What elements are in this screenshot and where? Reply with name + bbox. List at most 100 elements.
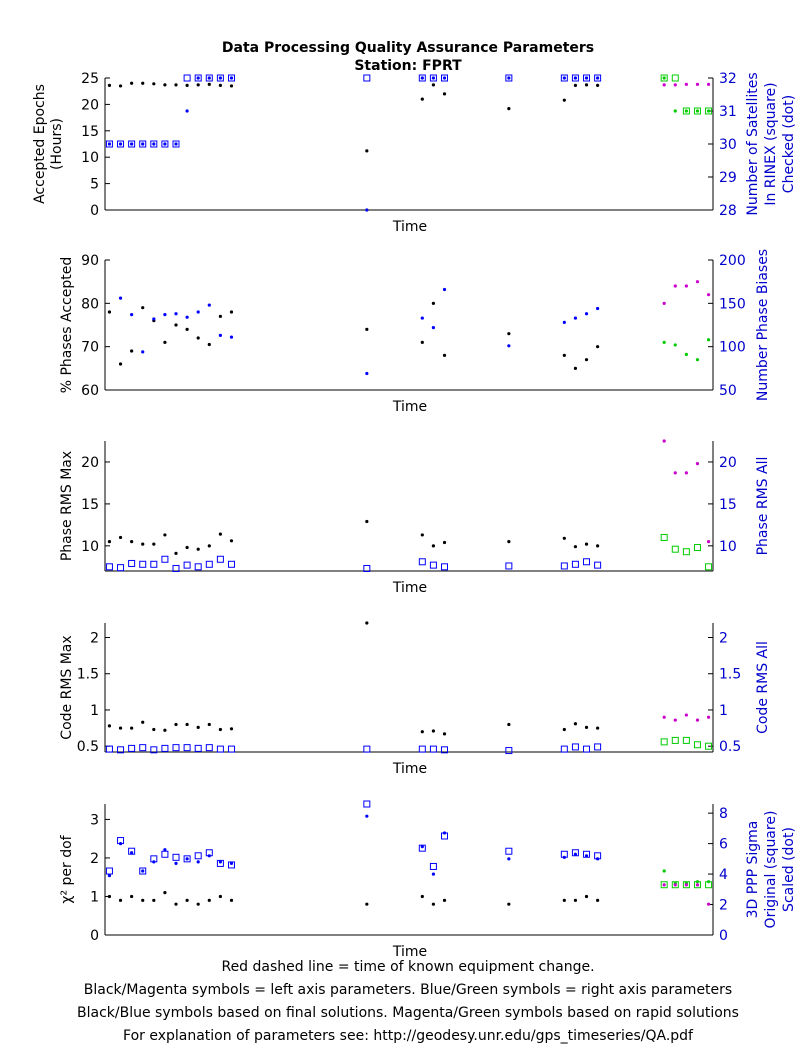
final-dot-point [141, 350, 145, 354]
final-dot-point [130, 142, 134, 146]
left-tick-label: 10 [81, 150, 99, 166]
rapid-left-dot-point [684, 82, 688, 86]
final-dot-point [185, 898, 189, 902]
final-dot-point [118, 142, 123, 146]
final-square-point [194, 74, 202, 82]
left-axis-label: Phase RMS Max [59, 451, 75, 561]
footer-line-2: Black/Magenta symbols = left axis parame… [84, 982, 732, 998]
final-dot-point [507, 857, 511, 861]
final-dot-point [163, 340, 167, 344]
final-dot-point [218, 860, 222, 864]
final-square-point [139, 867, 147, 875]
left-tick-label: 15 [81, 124, 99, 140]
final-dot-point [573, 83, 578, 87]
final-dot-point [130, 313, 134, 317]
final-dot-point [141, 81, 145, 85]
final-dot-point [573, 366, 578, 370]
left-axis-label: (Hours) [49, 118, 65, 170]
final-dot-point [562, 536, 566, 540]
final-square-point [216, 745, 224, 753]
final-dot-point [174, 861, 178, 866]
final-square-point [150, 746, 158, 754]
rapid-left-dot-point [684, 471, 688, 475]
final-dot-point [152, 82, 156, 86]
right-tick-label: 6 [719, 837, 728, 853]
final-dot-point [185, 109, 189, 113]
final-square-point [183, 74, 191, 82]
final-square-point [560, 745, 568, 753]
final-dot-point [365, 621, 369, 625]
chart-subtitle: Station: FPRT [354, 58, 462, 74]
final-dot-point [152, 860, 156, 864]
final-square-point [117, 140, 125, 148]
final-dot-point [107, 83, 112, 87]
left-tick-label: 70 [81, 340, 99, 356]
rapid-square-point [705, 563, 713, 571]
final-square-point [594, 74, 602, 82]
rapid-right-dot-point [706, 880, 711, 884]
final-dot-point [229, 84, 234, 88]
final-dot-point [229, 335, 234, 339]
final-square-point [429, 561, 437, 569]
final-dot-point [118, 898, 123, 902]
final-dot-point [152, 542, 156, 546]
final-dot-point [584, 894, 589, 899]
final-dot-point [152, 727, 156, 732]
rapid-square-point [682, 107, 690, 115]
final-dot-point [130, 81, 134, 85]
final-square-point [505, 847, 513, 855]
final-dot-point [130, 540, 134, 544]
final-dot-point [107, 540, 112, 544]
final-dot-point [431, 326, 436, 330]
final-dot-point [365, 519, 369, 524]
rapid-left-dot-point [695, 462, 700, 466]
final-dot-point [174, 722, 178, 727]
final-square-point [128, 140, 136, 148]
right-tick-label: 2 [719, 630, 728, 646]
right-tick-label: 0.5 [719, 739, 741, 755]
rapid-square-point [660, 738, 668, 746]
final-square-point [441, 563, 449, 571]
final-dot-point [584, 725, 589, 729]
rapid-left-dot-point [662, 715, 666, 719]
x-axis-label: Time [392, 219, 427, 235]
final-square-point [205, 560, 213, 568]
final-dot-point [218, 333, 222, 337]
final-dot-point [130, 726, 134, 730]
final-dot-point [229, 539, 234, 543]
final-dot-point [584, 83, 589, 87]
final-dot-point [196, 310, 200, 314]
right-tick-label: 20 [719, 455, 737, 471]
final-dot-point [141, 542, 145, 546]
final-dot-point [174, 551, 178, 555]
final-dot-point [196, 83, 200, 87]
rapid-right-dot-point [706, 109, 711, 113]
final-square-point [172, 140, 180, 148]
right-tick-label: 200 [719, 253, 746, 269]
rapid-left-dot-point [684, 284, 688, 288]
final-square-point [429, 745, 437, 753]
final-dot-point [596, 898, 600, 902]
final-dot-point [431, 76, 436, 80]
left-tick-label: 0 [90, 203, 99, 219]
rapid-left-dot-point [695, 280, 700, 284]
final-square-point [105, 563, 113, 571]
left-tick-label: 25 [81, 71, 99, 87]
final-dot-point [218, 314, 222, 318]
left-tick-label: 90 [81, 253, 99, 269]
final-dot-point [431, 902, 436, 906]
rapid-square-point [660, 881, 668, 889]
final-dot-point [507, 344, 511, 348]
rapid-left-dot-point [673, 718, 677, 722]
rapid-square-point [671, 736, 679, 744]
final-dot-point [118, 84, 123, 88]
right-tick-label: 50 [719, 383, 737, 399]
final-square-point [363, 564, 371, 572]
rapid-left-dot-point [662, 883, 666, 887]
rapid-left-dot-point [706, 902, 711, 906]
final-dot-point [365, 371, 369, 376]
final-square-point [594, 743, 602, 751]
final-dot-point [442, 732, 447, 736]
final-dot-point [152, 317, 156, 321]
final-dot-point [442, 540, 447, 545]
